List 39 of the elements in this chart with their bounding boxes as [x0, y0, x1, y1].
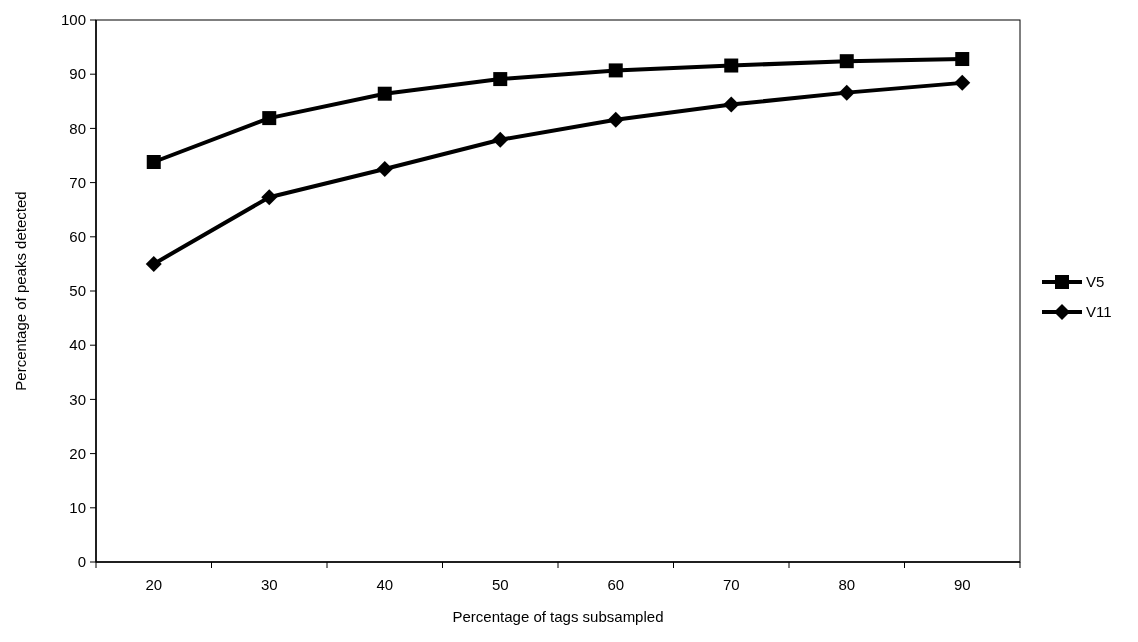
- y-tick-label: 70: [69, 173, 86, 191]
- point: [608, 63, 623, 78]
- x-axis-title: Percentage of tags subsampled: [452, 608, 664, 625]
- x-tick-label: 50: [491, 576, 509, 593]
- point: [954, 74, 971, 91]
- point: [146, 155, 161, 169]
- x-tick-label: 70: [722, 576, 740, 593]
- legend-label: V5: [1086, 273, 1105, 291]
- y-tick-label: 20: [69, 444, 86, 462]
- x-tick-label: 80: [838, 576, 856, 593]
- point: [955, 52, 970, 67]
- point: [723, 96, 740, 113]
- point: [261, 189, 278, 206]
- point: [492, 131, 509, 148]
- point: [376, 161, 393, 178]
- x-tick-label: 40: [376, 576, 394, 593]
- y-tick-label: 60: [69, 228, 86, 246]
- point: [377, 86, 392, 101]
- point: [493, 72, 508, 87]
- point: [724, 58, 739, 73]
- x-tick-label: 60: [607, 576, 625, 593]
- y-tick-label: 90: [69, 65, 86, 83]
- legend-label: V11: [1086, 303, 1112, 321]
- y-axis-title: Percentage of peaks detected: [12, 191, 29, 391]
- point: [839, 54, 854, 69]
- y-tick-label: 40: [69, 336, 86, 354]
- y-tick-label: 80: [69, 119, 86, 137]
- y-tick-label: 100: [60, 11, 86, 29]
- y-tick-label: 30: [69, 390, 86, 408]
- y-tick-label: 10: [69, 499, 86, 517]
- point: [607, 111, 624, 128]
- point: [262, 111, 277, 126]
- y-tick-label: 50: [69, 282, 86, 300]
- y-tick-label: 0: [77, 553, 86, 571]
- point: [145, 255, 162, 272]
- x-tick-label: 90: [953, 576, 971, 593]
- x-tick-label: 30: [260, 576, 278, 593]
- x-tick-label: 20: [145, 576, 163, 593]
- point: [838, 84, 855, 101]
